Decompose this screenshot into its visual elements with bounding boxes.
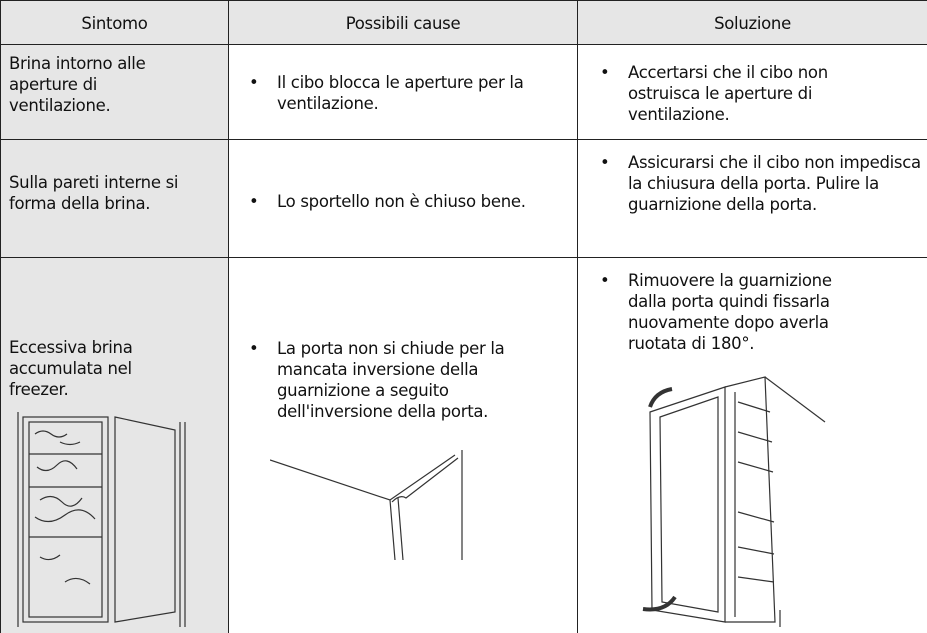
header-cell: Soluzione bbox=[578, 0, 927, 45]
symptom-text: Eccessiva brina accumulata nel freezer. bbox=[9, 338, 133, 399]
cause-text: Lo sportello non è chiuso bene. bbox=[249, 191, 572, 212]
solution-text: Rimuovere la guarnizione dalla porta qui… bbox=[600, 270, 868, 354]
header-text: Soluzione bbox=[714, 14, 791, 33]
symptom-cell: Sulla pareti interne si forma della brin… bbox=[0, 140, 229, 258]
fridge-illustration bbox=[642, 376, 826, 627]
cause-cell: La porta non si chiude per la mancata in… bbox=[229, 258, 578, 633]
symptom-cell: Brina intorno alle aperture di ventilazi… bbox=[0, 45, 229, 140]
symptom-text: Brina intorno alle aperture di ventilazi… bbox=[9, 54, 146, 115]
cause-cell: Lo sportello non è chiuso bene. bbox=[229, 140, 578, 258]
solution-cell: Accertarsi che il cibo non ostruisca le … bbox=[578, 45, 927, 140]
cause-text: Il cibo blocca le aperture per la ventil… bbox=[249, 72, 567, 114]
solution-text: Assicurarsi che il cibo non impedisca la… bbox=[600, 152, 926, 215]
header-text: Sintomo bbox=[81, 14, 148, 33]
solution-text: Accertarsi che il cibo non ostruisca le … bbox=[600, 62, 878, 125]
cause-text: La porta non si chiude per la mancata in… bbox=[249, 338, 547, 422]
header-cell: Sintomo bbox=[0, 0, 229, 45]
solution-cell: Rimuovere la guarnizione dalla porta qui… bbox=[578, 258, 927, 633]
freezer-illustration bbox=[17, 412, 186, 627]
solution-cell: Assicurarsi che il cibo non impedisca la… bbox=[578, 140, 927, 258]
cause-cell: Il cibo blocca le aperture per la ventil… bbox=[229, 45, 578, 140]
header-text: Possibili cause bbox=[345, 14, 461, 33]
header-cell: Possibili cause bbox=[229, 0, 578, 45]
symptom-text: Sulla pareti interne si forma della brin… bbox=[9, 173, 179, 213]
door-corner-illustration bbox=[270, 450, 463, 560]
